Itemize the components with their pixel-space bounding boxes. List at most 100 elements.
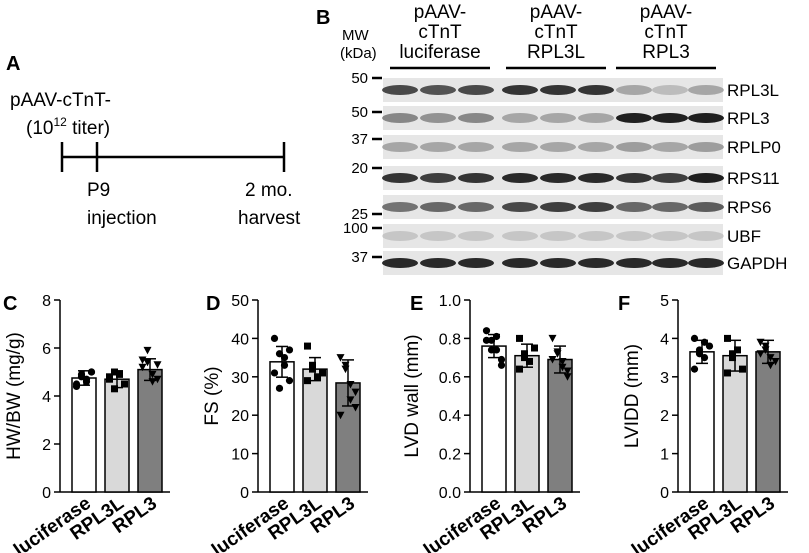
y-tick-label: 1 xyxy=(660,447,669,464)
data-point xyxy=(497,361,506,369)
band xyxy=(540,231,576,241)
data-point xyxy=(487,336,496,344)
mw-label: 25 xyxy=(351,206,368,223)
band xyxy=(420,113,456,123)
y-tick-label: 30 xyxy=(231,370,249,387)
data-point xyxy=(82,378,91,386)
data-point xyxy=(304,377,311,385)
data-point xyxy=(143,346,152,355)
data-point xyxy=(285,377,294,385)
data-point xyxy=(275,350,284,358)
y-tick-label: 4 xyxy=(42,389,51,406)
protein-label: RPS11 xyxy=(727,169,780,188)
band xyxy=(382,202,418,212)
band xyxy=(688,173,724,183)
timeline xyxy=(60,142,286,172)
data-point xyxy=(690,334,699,342)
bar xyxy=(481,345,507,493)
group-label: cTnT xyxy=(534,22,578,43)
band xyxy=(420,85,456,95)
band xyxy=(688,231,724,241)
y-tick-label: 2 xyxy=(42,437,51,454)
panel-label: D xyxy=(206,293,220,315)
titer: (1012 titer) xyxy=(26,115,110,139)
data-point xyxy=(729,354,736,362)
mw-label: 50 xyxy=(351,70,368,87)
data-point xyxy=(563,367,572,376)
titer-base: (10 xyxy=(26,118,53,139)
data-point xyxy=(351,388,360,397)
titer-exp: 12 xyxy=(53,115,67,129)
band xyxy=(502,113,538,123)
data-point xyxy=(705,342,714,350)
data-point xyxy=(280,354,289,362)
data-point xyxy=(304,342,311,350)
y-tick-label: 0.8 xyxy=(439,331,461,348)
band xyxy=(578,173,614,183)
band xyxy=(616,231,652,241)
y-axis-title: LVIDD (mm) xyxy=(622,344,643,448)
band xyxy=(502,173,538,183)
band xyxy=(616,85,652,95)
group-label: pAAV- xyxy=(530,2,582,23)
data-point xyxy=(492,346,501,354)
y-tick-label: 0.2 xyxy=(439,447,461,464)
band xyxy=(502,258,538,268)
y-tick-label: 20 xyxy=(231,408,249,425)
data-point xyxy=(280,361,289,369)
data-point xyxy=(143,358,152,367)
y-tick-label: 6 xyxy=(42,341,51,358)
band xyxy=(688,202,724,212)
data-point xyxy=(346,380,355,389)
band xyxy=(382,173,418,183)
band xyxy=(540,202,576,212)
y-tick-label: 5 xyxy=(660,293,669,310)
blot-strip xyxy=(383,135,723,159)
data-point xyxy=(87,368,96,376)
mw-label: 20 xyxy=(351,160,368,177)
data-point xyxy=(72,382,81,390)
data-point xyxy=(116,370,123,378)
titer-close: titer) xyxy=(67,118,110,139)
data-point xyxy=(516,334,523,342)
data-point xyxy=(492,332,501,341)
data-point xyxy=(341,361,350,370)
data-point xyxy=(548,356,557,364)
band xyxy=(540,258,576,268)
construct: pAAV-cTnT- xyxy=(10,90,111,111)
y-tick-label: 50 xyxy=(231,293,249,310)
y-tick-label: 3 xyxy=(660,370,669,387)
y-axis-title: FS (%) xyxy=(202,366,223,425)
panel-label: F xyxy=(618,293,630,315)
data-point xyxy=(336,354,345,362)
band xyxy=(578,113,614,123)
mw-unit: (kDa) xyxy=(340,45,377,62)
panel-label: B xyxy=(316,7,330,29)
bar xyxy=(755,351,781,493)
group-label: cTnT xyxy=(644,22,688,43)
data-point xyxy=(111,368,118,376)
band xyxy=(578,142,614,152)
band xyxy=(502,85,538,95)
data-point xyxy=(761,342,770,351)
y-tick-label: 0.4 xyxy=(439,408,461,425)
band xyxy=(502,142,538,152)
data-point xyxy=(521,350,528,358)
group-label: pAAV- xyxy=(414,2,466,23)
band xyxy=(458,173,494,183)
y-tick-label: 40 xyxy=(231,331,249,348)
y-tick-label: 10 xyxy=(231,447,249,464)
data-point xyxy=(531,344,538,352)
data-point xyxy=(351,404,360,412)
band xyxy=(502,202,538,212)
data-point xyxy=(319,369,326,377)
protein-label: GAPDH xyxy=(727,254,787,273)
data-point xyxy=(771,357,780,366)
band xyxy=(458,142,494,152)
data-point xyxy=(497,355,506,364)
data-point xyxy=(526,357,533,365)
band xyxy=(382,258,418,268)
band xyxy=(502,231,538,241)
